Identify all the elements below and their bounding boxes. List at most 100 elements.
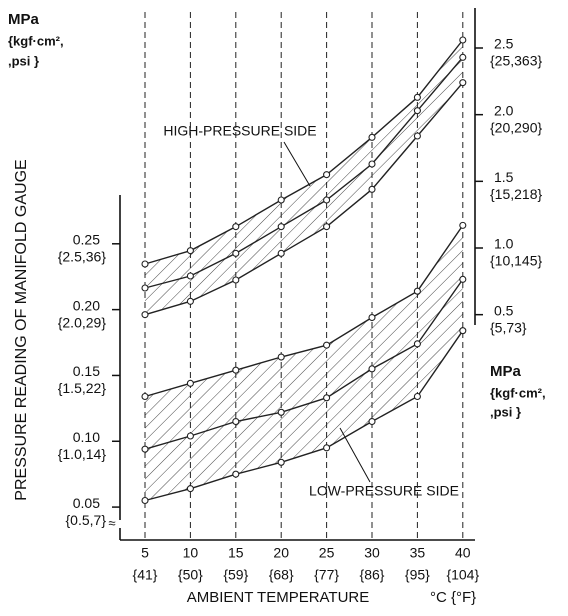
series-line [144,56,464,289]
y-axis-title: PRESSURE READING OF MANIFOLD GAUGE [13,159,30,500]
data-point [141,496,149,505]
data-point [413,93,421,101]
data-point [413,287,421,295]
x-axis-title: AMBIENT TEMPERATURE [187,589,370,606]
data-point [459,53,467,61]
y2-tick-sublabel: {20,290} [490,119,542,135]
data-point [459,327,467,335]
data-point [232,249,240,257]
data-point [459,275,467,283]
y-unit: {kgf·cm², [8,33,64,48]
data-point [232,223,240,231]
x-tick-label: 5 [141,545,149,561]
leader-line [339,427,371,483]
series-line [144,224,464,398]
x-tick-sublabel: {50} [178,567,203,583]
data-point [141,392,149,401]
data-point [413,132,421,140]
data-point [232,366,240,374]
data-point [277,196,285,204]
data-point [232,276,240,284]
data-point [232,470,240,478]
y-tick-label: 0.05 [73,495,100,511]
band-hatch [145,40,463,315]
x-tick-label: 35 [410,545,426,561]
y2-unit: {kgf·cm², [490,385,546,400]
y-tick-label: 0.20 [73,297,100,313]
data-point [368,133,376,141]
x-tick-label: 30 [364,545,380,561]
x-tick-label: 10 [183,545,199,561]
x-tick-label: 40 [455,545,471,561]
data-point [277,408,285,416]
x-tick-label: 15 [228,545,244,561]
y-unit: ,psi } [8,53,39,68]
y2-tick-label: 2.0 [494,102,514,118]
x-tick-sublabel: {41} [133,567,158,583]
x-tick-label: 20 [273,545,289,561]
y2-tick-label: 2.5 [494,36,514,52]
y-tick-sublabel: {2.0,29} [58,314,107,330]
data-point [186,272,194,280]
y2-unit: ,psi } [490,404,521,419]
data-point [368,313,376,322]
data-point [186,432,194,440]
data-point [323,394,331,402]
bands [145,40,463,501]
annotation: LOW-PRESSURE SIDE [309,483,459,499]
series-line [144,278,464,450]
x-tick-sublabel: {86} [360,567,385,583]
data-point [459,79,467,87]
y2-tick-label: 1.5 [494,169,514,185]
x-tick-label: 25 [319,545,335,561]
data-point [141,311,149,319]
x-tick-sublabel: {95} [405,567,430,583]
leader-line [283,141,311,187]
data-point [186,247,194,255]
y-tick-sublabel: {2.5,36} [58,249,107,265]
data-point [186,297,194,305]
y2-unit: MPa [490,363,522,380]
series-line [144,39,464,265]
data-point [277,353,285,361]
y2-tick-sublabel: {10,145} [490,253,542,269]
axis-break: ≈ [108,515,115,530]
data-point [368,185,376,193]
series-line [144,330,464,502]
x-unit: °C {°F} [430,589,476,606]
data-point [368,160,376,168]
y2-tick-sublabel: {25,363} [490,53,542,69]
y-tick-sublabel: {1.5,22} [58,380,107,396]
y2-tick-sublabel: {15,218} [490,186,542,202]
data-point [323,171,331,179]
data-point [413,340,421,348]
band-hatch [145,225,463,501]
data-point [413,392,421,401]
data-point [186,379,194,387]
data-point [141,445,149,453]
series-line [144,82,464,316]
x-tick-sublabel: {104} [446,567,479,583]
data-point [459,36,467,44]
y2-tick-sublabel: {5,73} [490,319,527,335]
data-point [459,221,467,229]
x-tick-sublabel: {59} [223,567,248,583]
y2-tick-label: 0.5 [494,302,514,318]
annotation: HIGH-PRESSURE SIDE [163,123,316,139]
data-point [186,485,194,493]
x-tick-sublabel: {68} [269,567,294,583]
y-tick-label: 0.15 [73,363,100,379]
data-point [323,196,331,204]
data-point [141,260,149,268]
y-tick-label: 0.10 [73,429,100,445]
data-point [323,444,331,452]
y2-tick-label: 1.0 [494,236,514,252]
y-tick-sublabel: {0.5,7} [66,512,107,528]
y-unit: MPa [8,11,40,28]
x-tick-sublabel: {77} [314,567,339,583]
data-point [323,341,331,349]
data-point [232,417,240,426]
data-point [368,417,376,426]
y-tick-sublabel: {1.0,14} [58,446,107,462]
